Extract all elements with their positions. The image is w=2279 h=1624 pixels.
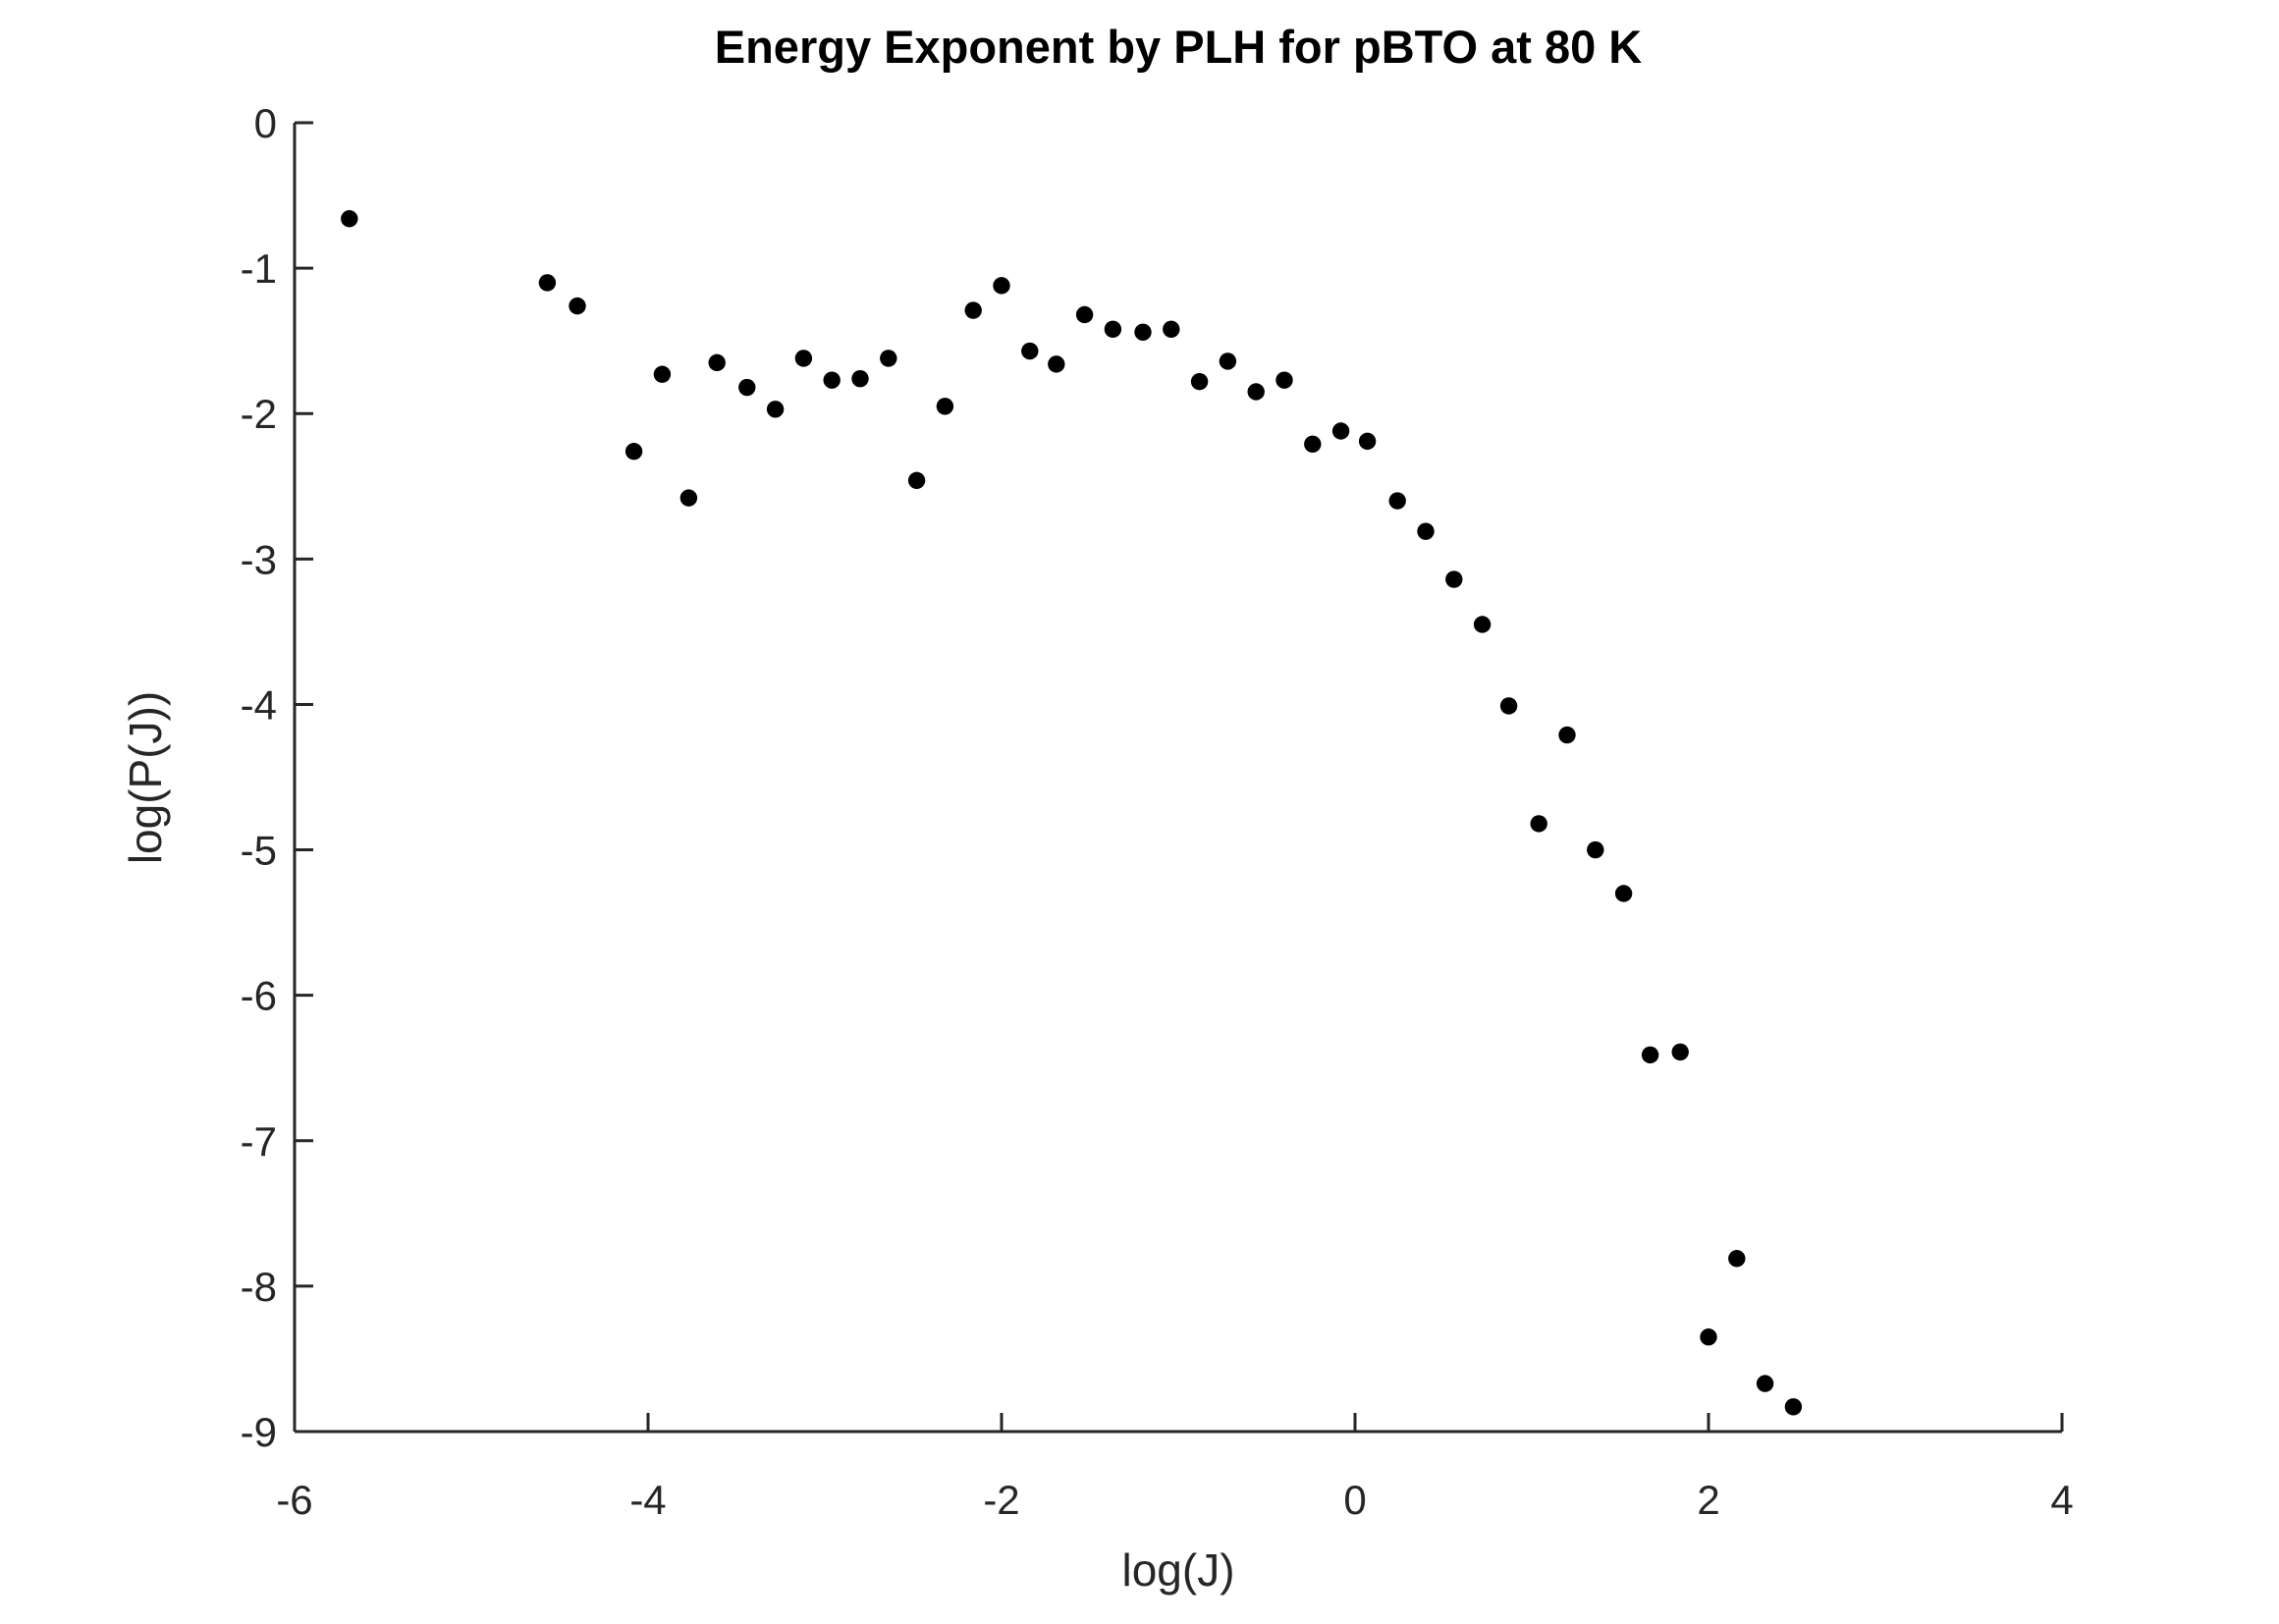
data-point [1417,522,1435,540]
data-point [1021,342,1039,360]
data-point [1275,371,1293,389]
data-point [1304,435,1322,454]
y-tick-label: -7 [241,1118,277,1164]
data-point [1499,697,1518,715]
x-tick-label: 0 [1343,1477,1366,1523]
y-tick-label: -3 [241,536,277,582]
data-point [794,350,813,367]
data-point [1134,323,1152,341]
data-point [880,350,897,367]
data-point [766,401,785,418]
data-point [1219,352,1237,370]
x-tick-label: 2 [1697,1477,1719,1523]
data-point [1641,1046,1659,1064]
data-point [993,277,1010,295]
data-point [907,471,926,490]
data-point [1331,422,1350,440]
x-tick-label: 4 [2050,1477,2073,1523]
data-point [1530,815,1547,833]
data-point [1048,355,1065,373]
data-point [1473,616,1492,633]
data-point [1671,1043,1689,1061]
data-point [1163,320,1180,339]
data-point [1614,885,1633,902]
y-tick-label: -5 [241,828,277,874]
data-point [964,301,982,319]
data-point [569,297,586,315]
data-point [1728,1250,1746,1268]
data-point [1358,432,1377,451]
data-point [1075,305,1094,324]
data-point [708,353,726,372]
data-point [679,489,698,507]
data-point [738,378,756,397]
y-tick-label: -6 [241,973,277,1019]
chart-title: Energy Exponent by PLH for pBTO at 80 K [714,21,1643,73]
data-point [538,274,557,292]
data-point [341,210,358,228]
data-point [1190,372,1209,391]
y-tick-label: -4 [241,681,277,728]
data-point [624,443,643,460]
data-point [1388,492,1406,510]
data-point [1558,726,1576,744]
data-point [1104,320,1122,339]
y-tick-label: -8 [241,1264,277,1310]
x-tick-label: -6 [276,1477,312,1523]
data-point [1587,840,1604,859]
y-tick-label: -1 [241,245,277,292]
y-tick-label: -9 [241,1409,277,1455]
x-tick-label: -2 [983,1477,1019,1523]
data-point [1247,383,1265,401]
data-point [1784,1398,1803,1416]
data-point [936,398,954,415]
data-point [851,369,869,388]
x-axis-label: log(J) [1121,1544,1235,1596]
y-tick-label: -2 [241,391,277,437]
x-tick-label: -4 [629,1477,666,1523]
data-point [1700,1328,1717,1346]
data-point [653,365,672,383]
y-tick-label: 0 [254,100,277,146]
data-point [1445,570,1463,588]
data-point [1756,1375,1774,1392]
data-point [823,371,841,389]
